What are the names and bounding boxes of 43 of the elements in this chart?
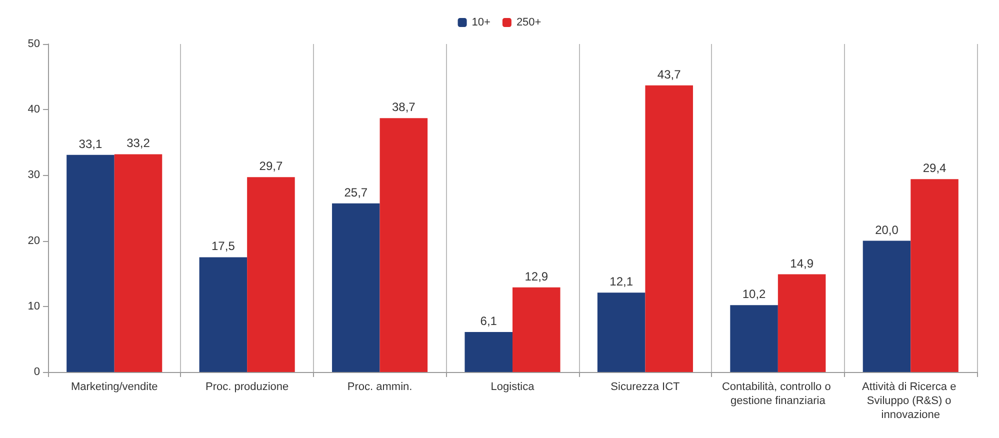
x-tick-label: Contabilità, controllo o gestione finanziaria (722, 381, 834, 407)
y-tick-label: 50 (28, 38, 40, 50)
data-label: 25,7 (344, 185, 368, 200)
x-tick-label: Sicurezza ICT (610, 381, 680, 393)
data-label: 29,7 (259, 159, 283, 174)
data-label: 33,2 (126, 136, 150, 150)
x-tick-label: Marketing/vendite (70, 381, 158, 393)
data-label: 20,0 (875, 222, 899, 237)
x-tick-label: Proc. produzione (205, 381, 289, 393)
y-tick-label: 20 (28, 234, 40, 247)
bar (910, 179, 958, 372)
data-label: 12,1 (610, 274, 634, 289)
bar (730, 305, 778, 372)
legend-label: 250+ (516, 16, 542, 28)
legend-label: 10+ (472, 16, 490, 28)
data-label: 43,7 (657, 67, 682, 82)
data-label: 12,9 (524, 269, 548, 284)
bar (512, 287, 560, 372)
bar (332, 203, 380, 372)
y-tick-label: 10 (28, 300, 40, 312)
bar (114, 154, 162, 372)
bar (645, 85, 693, 372)
data-label: 17,5 (212, 239, 236, 254)
data-label: 6,1 (480, 314, 498, 328)
y-tick-label: 30 (28, 169, 40, 182)
data-label: 33,1 (78, 136, 102, 151)
y-tick-label: 40 (28, 104, 40, 116)
bar (199, 257, 248, 372)
bar (862, 240, 911, 372)
bar (464, 332, 512, 372)
data-label: 29,4 (922, 161, 947, 176)
x-tick-label: Proc. ammin. (347, 381, 412, 393)
data-label: 10,2 (742, 287, 766, 302)
x-tick-label: Attività di Ricerca e Sviluppo (R&S) o innovazione (862, 381, 960, 421)
bar (66, 154, 114, 372)
data-label: 38,7 (392, 100, 416, 114)
data-label: 14,9 (790, 256, 814, 270)
bar (778, 274, 826, 372)
y-tick-label: 0 (34, 366, 40, 378)
bar (597, 292, 646, 372)
x-tick-label: Logistica (490, 381, 536, 393)
bar (247, 177, 295, 372)
bar (380, 118, 428, 372)
